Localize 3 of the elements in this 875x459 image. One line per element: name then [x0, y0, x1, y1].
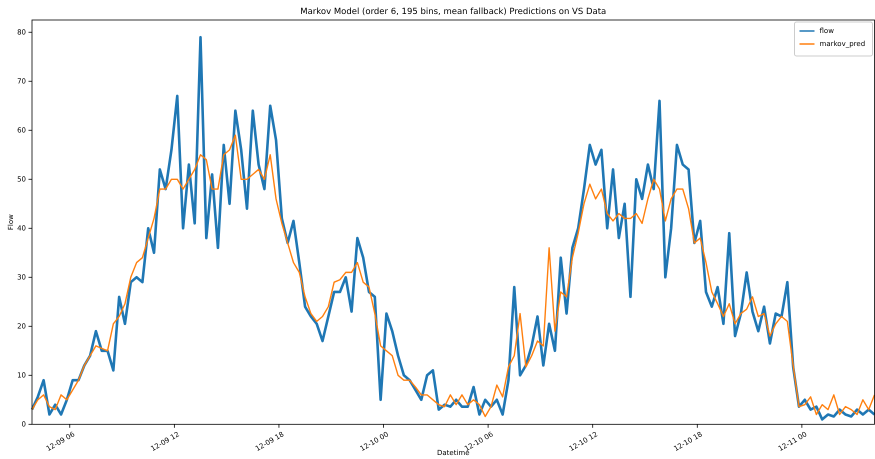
- chart-title: Markov Model (order 6, 195 bins, mean fallback) Predictions on VS Data: [300, 7, 606, 17]
- line-series: [31, 134, 875, 418]
- line-series: [30, 36, 875, 421]
